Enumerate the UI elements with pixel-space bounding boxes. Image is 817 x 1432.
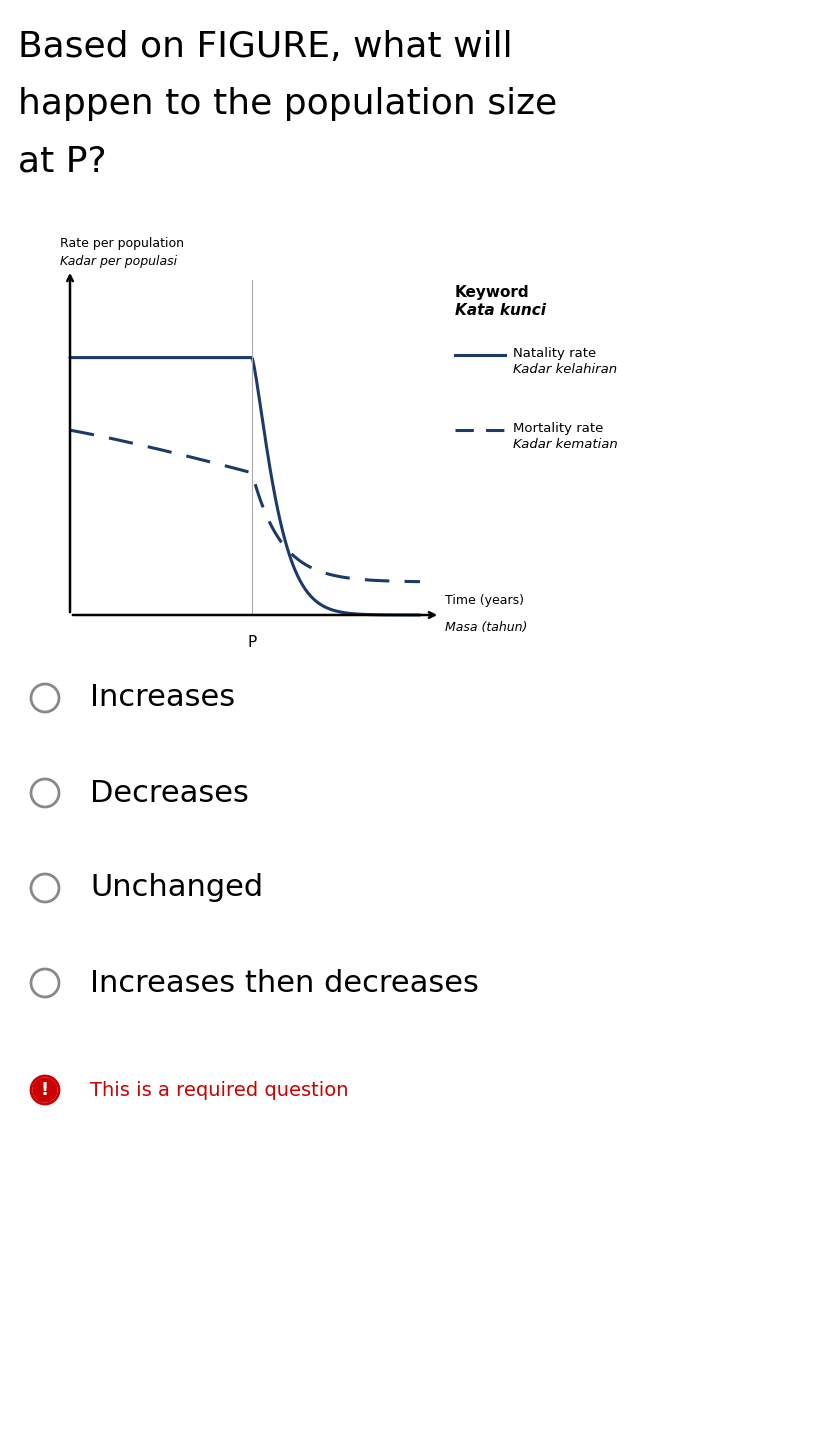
Text: Kadar kelahiran: Kadar kelahiran — [513, 362, 617, 377]
Text: Keyword: Keyword — [455, 285, 529, 299]
Text: at P?: at P? — [18, 145, 107, 179]
Text: Increases then decreases: Increases then decreases — [90, 968, 479, 998]
Text: Time (years): Time (years) — [445, 594, 524, 607]
Text: Decreases: Decreases — [90, 779, 249, 808]
Text: Rate per population: Rate per population — [60, 238, 184, 251]
Text: Kadar per populasi: Kadar per populasi — [60, 255, 177, 268]
Text: Increases: Increases — [90, 683, 235, 713]
Text: Kata kunci: Kata kunci — [455, 304, 546, 318]
Text: Masa (tahun): Masa (tahun) — [445, 621, 528, 634]
Text: Mortality rate: Mortality rate — [513, 422, 604, 435]
Text: Kadar kematian: Kadar kematian — [513, 438, 618, 451]
Text: P: P — [248, 634, 257, 650]
Circle shape — [33, 1078, 57, 1103]
Text: Based on FIGURE, what will: Based on FIGURE, what will — [18, 30, 512, 64]
Text: Natality rate: Natality rate — [513, 347, 596, 359]
Text: Unchanged: Unchanged — [90, 874, 263, 902]
Text: happen to the population size: happen to the population size — [18, 87, 557, 122]
Text: !: ! — [41, 1081, 49, 1098]
Text: This is a required question: This is a required question — [90, 1081, 349, 1100]
